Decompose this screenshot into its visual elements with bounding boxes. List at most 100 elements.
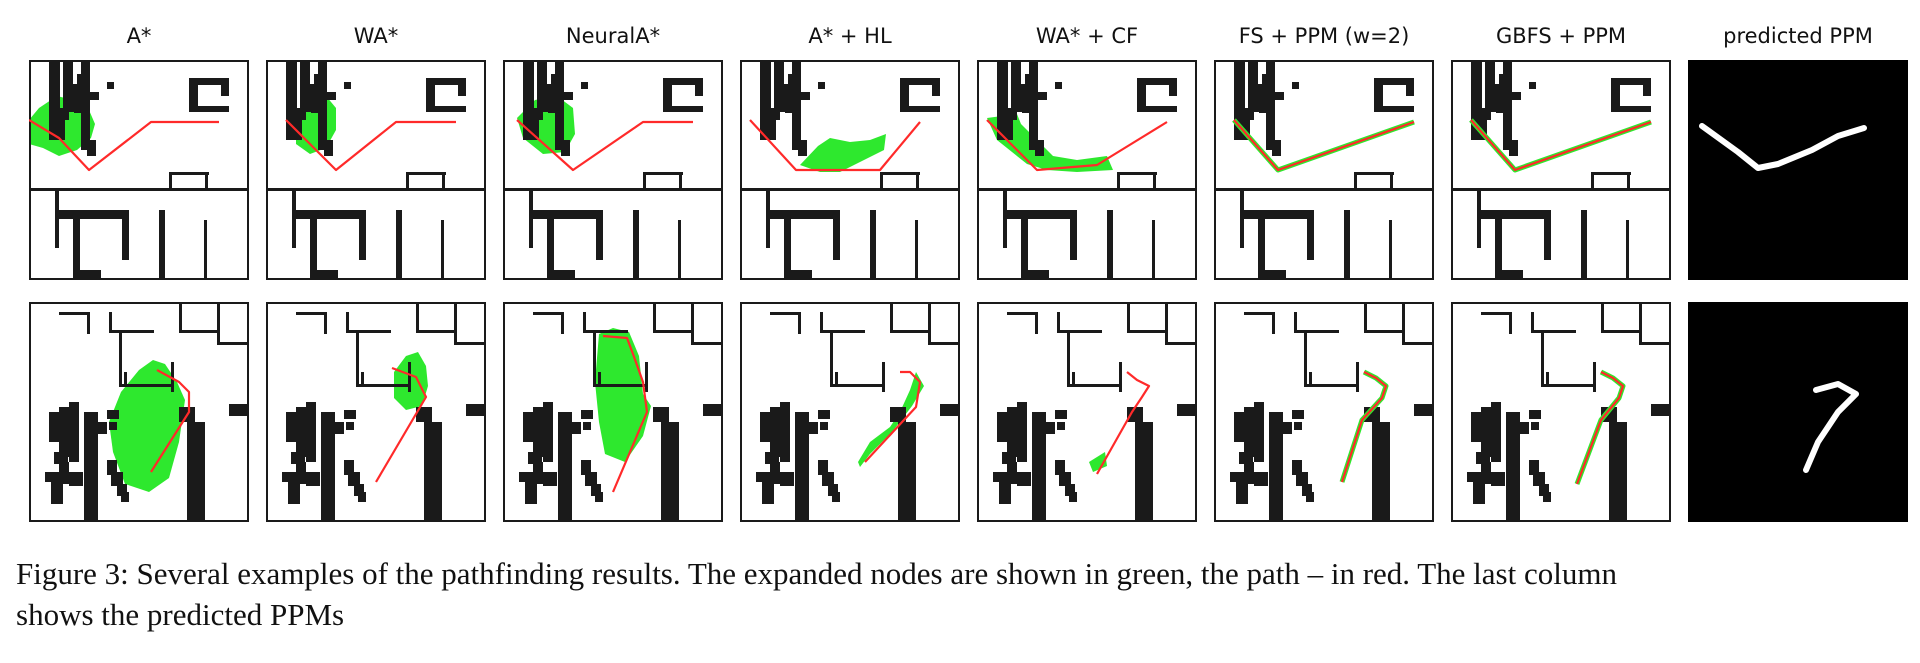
panel-wastar-cf-row-2 bbox=[977, 302, 1197, 522]
obstacle bbox=[1354, 172, 1394, 175]
obstacle bbox=[1236, 482, 1248, 504]
found-path bbox=[1233, 119, 1415, 172]
obstacle bbox=[179, 330, 219, 333]
panel-astar-row-2 bbox=[29, 302, 249, 522]
obstacle bbox=[45, 472, 65, 482]
obstacle bbox=[1476, 452, 1490, 464]
obstacle bbox=[818, 460, 828, 475]
obstacle bbox=[291, 452, 305, 464]
obstacle bbox=[1057, 312, 1060, 332]
obstacle bbox=[73, 270, 101, 278]
obstacle bbox=[543, 402, 553, 462]
obstacle bbox=[189, 78, 229, 85]
obstacle bbox=[1294, 422, 1302, 430]
obstacle bbox=[571, 422, 581, 434]
obstacle bbox=[87, 312, 90, 334]
obstacle bbox=[1021, 270, 1049, 278]
obstacle bbox=[286, 412, 296, 442]
obstacle bbox=[977, 520, 1197, 522]
obstacle bbox=[266, 302, 268, 522]
obstacle bbox=[1055, 460, 1065, 475]
obstacle bbox=[348, 472, 360, 486]
obstacle bbox=[1057, 422, 1065, 430]
obstacle bbox=[49, 60, 60, 140]
obstacle bbox=[1017, 472, 1031, 486]
obstacle bbox=[1137, 78, 1146, 110]
obstacle bbox=[1402, 302, 1405, 344]
obstacle bbox=[416, 330, 456, 333]
obstacle bbox=[296, 312, 326, 315]
obstacle bbox=[774, 60, 784, 88]
obstacle bbox=[1344, 210, 1350, 280]
found-path bbox=[285, 119, 456, 172]
obstacle bbox=[583, 422, 591, 430]
obstacle bbox=[583, 330, 628, 333]
obstacle bbox=[310, 270, 338, 278]
obstacle bbox=[1272, 140, 1281, 156]
obstacle bbox=[997, 60, 1008, 140]
obstacle bbox=[928, 342, 960, 345]
obstacle bbox=[1022, 105, 1030, 113]
obstacle bbox=[300, 60, 310, 88]
found-path bbox=[516, 119, 693, 172]
obstacle bbox=[1127, 302, 1130, 332]
obstacle bbox=[324, 140, 333, 156]
obstacle bbox=[1035, 312, 1038, 334]
obstacle bbox=[1639, 302, 1642, 344]
obstacle bbox=[69, 402, 79, 462]
obstacle bbox=[1432, 302, 1434, 522]
obstacle bbox=[1045, 422, 1055, 434]
panel-graphic bbox=[1214, 302, 1434, 522]
obstacle bbox=[1467, 472, 1487, 482]
obstacle bbox=[503, 60, 723, 62]
obstacle bbox=[770, 407, 782, 457]
obstacle bbox=[406, 172, 409, 190]
found-path bbox=[749, 119, 921, 172]
obstacle bbox=[770, 108, 780, 120]
obstacle bbox=[581, 82, 588, 89]
obstacle bbox=[454, 342, 486, 345]
obstacle bbox=[830, 332, 833, 387]
obstacle bbox=[1611, 78, 1620, 110]
panel-graphic bbox=[740, 302, 960, 522]
obstacle bbox=[1591, 172, 1631, 175]
obstacle bbox=[1541, 332, 1544, 387]
obstacle bbox=[1239, 452, 1253, 464]
obstacle bbox=[1214, 188, 1434, 191]
obstacle bbox=[808, 422, 818, 434]
obstacle bbox=[59, 312, 89, 315]
obstacle bbox=[820, 330, 865, 333]
obstacle bbox=[1069, 492, 1077, 502]
panel-graphic bbox=[740, 60, 960, 280]
obstacle bbox=[1432, 60, 1434, 280]
obstacle bbox=[1372, 422, 1390, 522]
obstacle bbox=[784, 210, 791, 280]
obstacle bbox=[74, 105, 82, 113]
obstacle bbox=[765, 452, 779, 464]
obstacle bbox=[1284, 210, 1312, 215]
obstacle bbox=[695, 78, 703, 96]
obstacle bbox=[762, 482, 774, 504]
obstacle bbox=[1473, 482, 1485, 504]
obstacle bbox=[111, 472, 123, 486]
obstacle bbox=[503, 302, 723, 304]
obstacle bbox=[1609, 422, 1627, 522]
panel-graphic bbox=[977, 302, 1197, 522]
obstacle bbox=[1491, 472, 1505, 486]
obstacle bbox=[785, 105, 793, 113]
obstacle bbox=[740, 188, 742, 280]
obstacle bbox=[119, 332, 122, 387]
obstacle bbox=[1521, 210, 1549, 215]
obstacle bbox=[1481, 108, 1491, 120]
panel-fs-ppm-row-2 bbox=[1214, 302, 1434, 522]
obstacle bbox=[1007, 108, 1017, 120]
obstacle bbox=[645, 362, 648, 392]
obstacle bbox=[1059, 472, 1071, 486]
obstacle bbox=[1364, 330, 1404, 333]
obstacle bbox=[81, 60, 90, 150]
obstacle bbox=[890, 302, 893, 332]
obstacle bbox=[1282, 422, 1292, 434]
obstacle bbox=[189, 78, 198, 110]
obstacle bbox=[932, 78, 940, 96]
obstacle bbox=[458, 78, 466, 96]
